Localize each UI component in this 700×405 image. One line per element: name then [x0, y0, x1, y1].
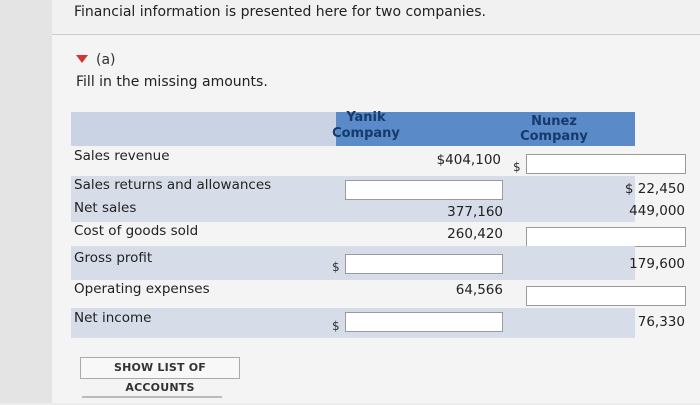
next-button-edge	[82, 396, 222, 405]
instruction-text: Fill in the missing amounts.	[76, 74, 268, 90]
row-label: Net income	[74, 310, 152, 326]
question-page: Financial information is presented here …	[52, 0, 700, 403]
table-row: Sales revenue $404,100 $	[71, 146, 686, 176]
row-label: Sales revenue	[74, 148, 170, 164]
dollar-sign: $	[332, 319, 340, 333]
dollar-sign: $	[332, 260, 340, 274]
row-label: Sales returns and allowances	[74, 177, 272, 193]
part-a-toggle[interactable]: (a)	[76, 52, 116, 68]
yanik-value: 377,160	[447, 204, 503, 220]
row-label: Cost of goods sold	[74, 223, 199, 239]
left-gutter	[0, 0, 53, 403]
yanik-value: 64,566	[455, 282, 503, 298]
row-label: Gross profit	[74, 250, 153, 266]
part-label: (a)	[96, 52, 116, 68]
row-label: Net sales	[74, 200, 137, 216]
table-row: Sales returns and allowances $ 22,450	[71, 176, 685, 200]
intro-text: Financial information is presented here …	[74, 4, 486, 20]
nunez-sales-revenue-input[interactable]	[526, 154, 686, 174]
amounts-table: Yanik Company Nunez Company Sales revenue …	[71, 110, 686, 338]
yanik-gross-profit-input[interactable]	[345, 254, 503, 274]
table-row: Net sales 377,160 449,000	[71, 200, 685, 222]
collapse-triangle-icon[interactable]	[76, 55, 88, 63]
nunez-value: 179,600	[629, 256, 685, 272]
intro-band: Financial information is presented here …	[52, 0, 700, 35]
table-row: Gross profit $ 179,600	[71, 246, 685, 280]
nunez-value: 76,330	[637, 314, 685, 330]
yanik-returns-input[interactable]	[345, 180, 503, 200]
yanik-value: 260,420	[447, 226, 503, 242]
column-head-yanik: Yanik Company	[332, 110, 400, 141]
table-header: Yanik Company Nunez Company	[71, 110, 635, 146]
dollar-sign: $	[513, 160, 521, 174]
nunez-value: 449,000	[629, 203, 685, 219]
yanik-net-income-input[interactable]	[345, 312, 503, 332]
header-bar	[336, 112, 635, 146]
nunez-operating-expenses-input[interactable]	[526, 286, 686, 306]
row-label: Operating expenses	[74, 281, 210, 297]
nunez-value: $ 22,450	[624, 181, 685, 197]
yanik-value: $404,100	[436, 152, 501, 168]
table-row: Net income $ 76,330	[71, 308, 685, 338]
table-row: Cost of goods sold 260,420	[71, 222, 686, 247]
nunez-cogs-input[interactable]	[526, 227, 686, 247]
table-row: Operating expenses 64,566	[71, 280, 686, 308]
column-head-nunez: Nunez Company	[520, 114, 588, 144]
show-list-of-accounts-button[interactable]: SHOW LIST OF ACCOUNTS	[80, 357, 240, 394]
